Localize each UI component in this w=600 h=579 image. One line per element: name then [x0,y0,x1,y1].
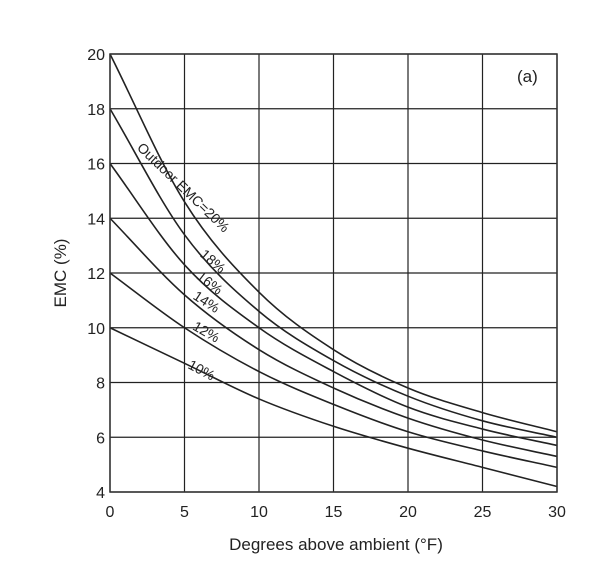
plot-frame [109,53,558,493]
y-tick-label: 20 [87,47,105,64]
x-tick-label: 25 [474,504,492,521]
x-tick-label: 0 [106,504,115,521]
y-tick-label: 4 [96,485,105,502]
y-tick-labels: 4 6 8 10 12 14 16 18 20 [87,47,105,502]
series-line-1 [109,108,558,439]
x-axis-label: Degrees above ambient (°F) [229,535,443,554]
panel-label: (a) [517,67,538,86]
x-tick-label: 10 [250,504,268,521]
series-line-2 [109,163,558,447]
y-tick-label: 16 [87,157,105,174]
y-axis-label: EMC (%) [51,239,70,308]
series-line-3 [109,217,558,458]
series-line-4 [109,272,558,469]
x-tick-label: 20 [399,504,417,521]
y-tick-label: 12 [87,266,105,283]
x-tick-label: 15 [325,504,343,521]
y-tick-label: 10 [87,321,105,338]
y-tick-label: 18 [87,102,105,119]
y-tick-label: 6 [96,430,105,447]
x-tick-label: 30 [548,504,566,521]
series-line-0 [109,53,558,433]
y-tick-label: 8 [96,376,105,393]
curves [109,53,558,488]
series-line-5 [109,327,558,488]
y-tick-label: 14 [87,211,105,228]
x-tick-label: 5 [180,504,189,521]
x-tick-labels: 0 5 10 15 20 25 30 [106,504,566,521]
